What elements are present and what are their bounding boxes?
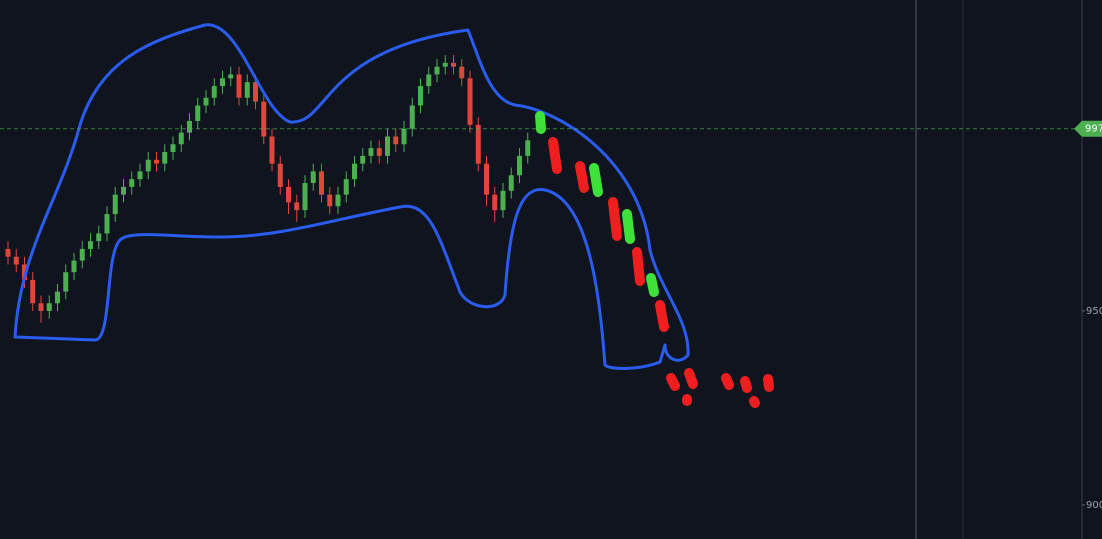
candle-body <box>500 190 506 211</box>
drawn-mark <box>632 247 645 286</box>
candle-body <box>286 186 291 203</box>
candle-body <box>96 233 102 242</box>
candle-body <box>418 86 423 106</box>
drawn-mark <box>740 376 752 393</box>
drawn-mark <box>589 163 603 197</box>
drawn-outline <box>13 23 690 370</box>
candle-body <box>236 74 242 98</box>
candle-body <box>294 202 300 211</box>
candle-body <box>170 144 176 153</box>
candle-body <box>55 291 60 304</box>
candle-body <box>517 155 522 176</box>
drawn-mark <box>608 197 622 241</box>
candle-body <box>335 194 341 207</box>
candle-body <box>492 194 498 211</box>
candle-body <box>112 194 118 215</box>
candle-body <box>451 62 456 67</box>
candle-body <box>195 105 201 121</box>
candle-body <box>38 303 44 311</box>
candle-body <box>220 78 225 87</box>
candle-body <box>228 74 234 79</box>
candle-body <box>154 159 159 164</box>
candle-body <box>508 175 514 191</box>
candle-body <box>13 256 19 265</box>
candle-body <box>5 248 11 257</box>
drawn-mark <box>622 209 635 244</box>
candle-body <box>368 148 374 156</box>
drawn-mark <box>575 161 589 193</box>
drawn-mark <box>721 373 734 390</box>
y-tick-label: 950 <box>1086 306 1102 317</box>
candle-body <box>71 260 77 273</box>
candle-body <box>104 214 110 234</box>
drawn-mark <box>646 273 659 297</box>
candle-body <box>442 62 448 67</box>
candle-body <box>145 159 151 172</box>
candle-body <box>385 136 390 156</box>
drawn-mark <box>655 300 669 332</box>
candle-body <box>261 101 267 137</box>
candle-body <box>459 66 465 79</box>
candle-body <box>211 86 217 98</box>
candle-body <box>302 183 308 211</box>
candle-body <box>178 132 184 145</box>
drawn-mark <box>666 373 680 391</box>
candle-body <box>203 97 209 106</box>
candle-body <box>129 179 135 187</box>
plot <box>5 55 531 323</box>
candle-body <box>121 186 126 195</box>
candle-body <box>30 279 36 304</box>
price-label: 997 <box>1085 124 1102 135</box>
candle-body <box>426 74 432 87</box>
candle-body <box>376 148 382 156</box>
candle-body <box>63 272 69 292</box>
drawn-mark <box>548 137 562 174</box>
y-tick-label: 900 <box>1086 500 1102 511</box>
drawn-mark <box>535 111 546 134</box>
candle-body <box>88 241 93 249</box>
candle-body <box>327 194 333 207</box>
candle-body <box>187 120 192 133</box>
candle-body <box>277 163 283 187</box>
candle-body <box>244 82 250 98</box>
candle-body <box>46 303 52 311</box>
drawn-marks <box>535 111 774 408</box>
candle-body <box>319 171 324 195</box>
candle-body <box>269 136 275 164</box>
candle-body <box>434 66 440 75</box>
candle-body <box>525 140 531 156</box>
candle-body <box>137 171 143 180</box>
drawn-mark <box>749 396 760 408</box>
candle-body <box>343 179 349 195</box>
drawn-mark <box>763 374 774 392</box>
candle-body <box>475 124 481 164</box>
candle-body <box>467 78 473 125</box>
candle-body <box>310 171 316 184</box>
candle-body <box>409 105 415 129</box>
candle-body <box>360 155 366 164</box>
candle-body <box>484 163 489 195</box>
candle-body <box>162 152 168 164</box>
candle-body <box>253 82 258 102</box>
candle-body <box>352 163 357 180</box>
candle-body <box>79 248 85 261</box>
candle-body <box>401 128 407 145</box>
price-label-box <box>1074 120 1102 137</box>
candle-body <box>393 136 399 145</box>
drawn-mark <box>684 368 698 389</box>
